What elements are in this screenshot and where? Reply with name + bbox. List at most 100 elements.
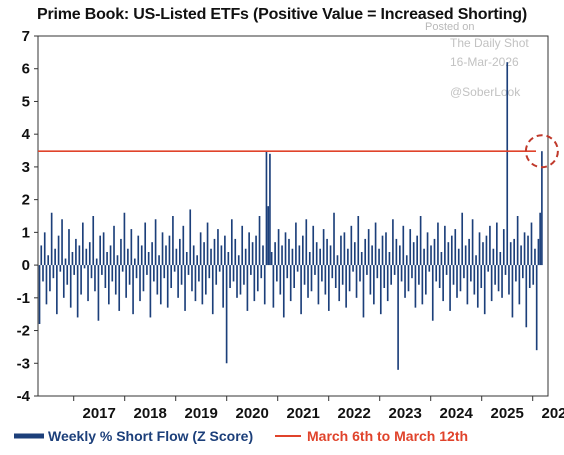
bar bbox=[485, 235, 488, 266]
bar bbox=[279, 265, 282, 295]
bar bbox=[532, 265, 535, 285]
bar bbox=[274, 242, 276, 266]
bar bbox=[260, 265, 263, 279]
bar bbox=[248, 232, 250, 266]
bar bbox=[168, 235, 171, 266]
bar bbox=[399, 245, 401, 266]
bar bbox=[52, 265, 55, 279]
bar bbox=[293, 265, 295, 288]
bar bbox=[154, 219, 157, 266]
bar bbox=[367, 229, 370, 266]
bar bbox=[447, 242, 450, 266]
bar bbox=[38, 265, 41, 324]
bar bbox=[289, 265, 292, 302]
bar bbox=[217, 229, 219, 266]
bar bbox=[244, 248, 247, 266]
bar bbox=[137, 235, 140, 266]
bar bbox=[263, 265, 266, 305]
x-tick-label: 2018 bbox=[134, 405, 167, 422]
bar bbox=[513, 238, 515, 266]
bar bbox=[522, 265, 524, 279]
bar bbox=[258, 216, 261, 266]
bar bbox=[114, 265, 117, 295]
bar bbox=[414, 265, 417, 308]
bar bbox=[198, 265, 200, 282]
plot-border bbox=[37, 35, 549, 397]
bar bbox=[473, 265, 476, 295]
bar bbox=[184, 265, 186, 311]
bar bbox=[504, 265, 507, 275]
bar bbox=[99, 235, 101, 266]
bar bbox=[515, 265, 517, 282]
bar bbox=[352, 265, 354, 272]
bar bbox=[270, 252, 273, 266]
bar bbox=[464, 245, 467, 266]
bar bbox=[386, 265, 389, 302]
bar bbox=[239, 265, 242, 295]
bar bbox=[407, 265, 410, 292]
bar bbox=[277, 229, 280, 266]
bar bbox=[520, 245, 522, 266]
bar bbox=[104, 265, 107, 288]
bar bbox=[111, 265, 114, 282]
x-tick-label: 2024 bbox=[440, 405, 474, 422]
bar bbox=[113, 225, 115, 266]
highlight-circle bbox=[524, 134, 559, 169]
bar bbox=[189, 209, 192, 266]
bar bbox=[511, 265, 514, 318]
bar bbox=[509, 242, 512, 266]
bar bbox=[243, 265, 245, 285]
bar bbox=[121, 265, 124, 272]
bar bbox=[94, 265, 96, 292]
watermark-handle: @SoberLook bbox=[450, 85, 521, 99]
x-tick-label: 2023 bbox=[389, 405, 422, 422]
legend-series-label: Weekly % Short Flow (Z Score) bbox=[48, 428, 253, 444]
bar bbox=[85, 248, 88, 266]
bar bbox=[374, 222, 377, 266]
bar bbox=[530, 222, 533, 266]
bar bbox=[373, 265, 375, 305]
bar bbox=[518, 265, 521, 305]
bar bbox=[213, 238, 216, 266]
legend-reference-label: March 6th to March 12th bbox=[307, 428, 468, 444]
bar bbox=[139, 265, 141, 302]
y-tick-label: -1 bbox=[17, 290, 30, 307]
bar bbox=[161, 232, 164, 266]
bar bbox=[196, 255, 198, 266]
bar bbox=[423, 248, 425, 266]
bar bbox=[445, 265, 448, 275]
bar bbox=[47, 255, 50, 266]
bar bbox=[225, 265, 228, 364]
bar bbox=[296, 265, 299, 272]
bar bbox=[78, 245, 81, 266]
bar bbox=[426, 232, 429, 266]
bar bbox=[147, 252, 150, 266]
bar-series bbox=[38, 62, 543, 370]
bar bbox=[319, 248, 321, 266]
bar bbox=[343, 232, 346, 266]
bar bbox=[461, 212, 464, 266]
bar bbox=[331, 265, 334, 279]
y-tick-label: 3 bbox=[22, 159, 30, 176]
bar bbox=[237, 255, 240, 266]
bar bbox=[405, 255, 408, 266]
y-tick-label: -4 bbox=[17, 388, 31, 405]
y-tick-label: 6 bbox=[22, 61, 30, 78]
bar bbox=[463, 265, 465, 279]
bar bbox=[527, 235, 529, 266]
y-tick-label: 1 bbox=[22, 224, 30, 241]
bar bbox=[250, 265, 252, 275]
bar bbox=[205, 265, 207, 295]
bar bbox=[348, 265, 351, 292]
bar bbox=[357, 216, 360, 266]
bar bbox=[347, 248, 349, 266]
y-tick-label: 7 bbox=[22, 28, 30, 45]
bar bbox=[388, 252, 391, 266]
bar bbox=[315, 242, 318, 266]
bar bbox=[71, 252, 74, 266]
bar bbox=[236, 265, 238, 298]
bar bbox=[383, 265, 386, 288]
bar bbox=[83, 265, 86, 269]
bar bbox=[133, 258, 136, 266]
